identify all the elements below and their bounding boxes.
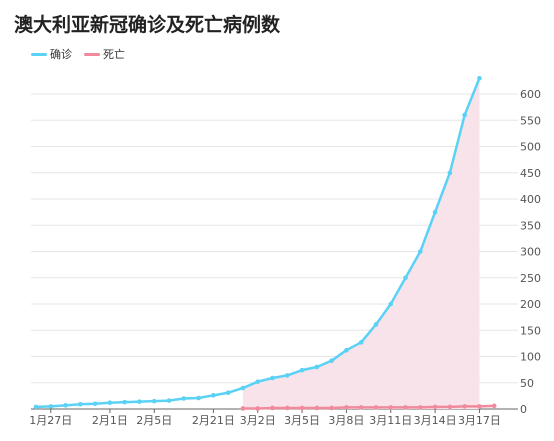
data-point-deaths — [373, 405, 379, 410]
data-point-confirmed — [388, 301, 394, 307]
data-point-confirmed — [211, 393, 216, 398]
data-point-confirmed — [137, 399, 142, 404]
y-tick-label: 300 — [520, 246, 541, 259]
data-point-confirmed — [477, 75, 482, 81]
x-tick-label: 3月17日 — [458, 414, 501, 427]
data-point-confirmed — [270, 375, 275, 381]
x-tick-label: 3月11日 — [369, 414, 412, 427]
data-point-confirmed — [166, 398, 172, 403]
legend-item-deaths[interactable]: 死亡 — [84, 46, 125, 62]
y-tick-label: 200 — [520, 298, 541, 311]
confirmed-area-fill — [242, 78, 480, 409]
y-tick-label: 550 — [520, 114, 541, 127]
y-tick-label: 350 — [520, 219, 541, 232]
data-point-confirmed — [373, 322, 379, 327]
data-point-deaths — [388, 405, 394, 410]
data-point-deaths — [432, 404, 438, 410]
y-tick-label: 500 — [520, 141, 541, 154]
y-tick-label: 400 — [520, 193, 541, 206]
data-point-confirmed — [181, 396, 187, 401]
legend-swatch-deaths — [84, 52, 100, 56]
data-point-confirmed — [329, 358, 334, 364]
data-point-confirmed — [462, 112, 467, 118]
data-point-confirmed — [225, 390, 231, 396]
data-point-deaths — [491, 403, 497, 409]
data-point-confirmed — [284, 373, 290, 378]
data-point-confirmed — [196, 395, 201, 401]
data-point-confirmed — [418, 249, 423, 254]
data-point-confirmed — [240, 385, 246, 391]
x-tick-label: 1月27日 — [29, 414, 72, 427]
data-point-deaths — [477, 404, 482, 409]
data-point-deaths — [418, 405, 423, 410]
data-point-deaths — [270, 405, 275, 411]
data-point-deaths — [284, 405, 290, 411]
data-point-deaths — [447, 404, 453, 410]
data-point-confirmed — [344, 347, 349, 353]
y-tick-label: 50 — [520, 377, 534, 390]
legend-label-deaths: 死亡 — [103, 48, 125, 61]
x-tick-label: 3月8日 — [328, 414, 364, 427]
legend-label-confirmed: 确诊 — [50, 48, 72, 61]
x-tick-label: 3月5日 — [284, 414, 320, 427]
y-tick-label: 250 — [520, 272, 541, 285]
series-line-deaths — [242, 404, 495, 410]
data-point-deaths — [255, 406, 261, 411]
data-point-confirmed — [107, 400, 113, 406]
y-tick-label: 100 — [520, 351, 541, 364]
x-tick-label: 2月21日 — [192, 414, 235, 427]
data-point-deaths — [358, 405, 364, 410]
y-tick-label: 600 — [520, 88, 541, 101]
data-point-confirmed — [78, 401, 83, 407]
data-point-confirmed — [403, 275, 408, 281]
chart-legend: 确诊 死亡 — [31, 46, 137, 62]
data-point-confirmed — [63, 403, 68, 408]
data-point-confirmed — [432, 209, 438, 215]
x-tick-label: 2月5日 — [136, 414, 172, 427]
data-point-deaths — [344, 405, 349, 410]
data-point-deaths — [403, 405, 408, 410]
legend-item-confirmed[interactable]: 确诊 — [31, 46, 72, 62]
data-point-confirmed — [122, 399, 127, 405]
data-point-deaths — [462, 404, 467, 409]
data-point-confirmed — [92, 401, 98, 407]
data-point-confirmed — [299, 367, 305, 373]
data-point-confirmed — [151, 398, 157, 404]
legend-swatch-confirmed — [31, 52, 47, 56]
data-point-deaths — [329, 405, 334, 411]
y-tick-label: 150 — [520, 324, 541, 337]
x-tick-label: 2月1日 — [92, 414, 128, 427]
data-point-confirmed — [358, 340, 364, 345]
data-point-confirmed — [48, 404, 54, 409]
y-tick-label: 450 — [520, 167, 541, 180]
y-tick-label: 0 — [520, 403, 527, 416]
data-point-deaths — [299, 405, 305, 411]
chart-title: 澳大利亚新冠确诊及死亡病例数 — [14, 14, 281, 36]
data-point-confirmed — [255, 379, 261, 385]
x-tick-label: 3月14日 — [414, 414, 457, 427]
data-point-deaths — [314, 405, 320, 411]
data-point-deaths — [240, 406, 246, 411]
x-tick-label: 3月2日 — [240, 414, 276, 427]
data-point-confirmed — [447, 170, 453, 176]
data-point-confirmed — [33, 404, 39, 410]
data-point-confirmed — [314, 364, 320, 370]
